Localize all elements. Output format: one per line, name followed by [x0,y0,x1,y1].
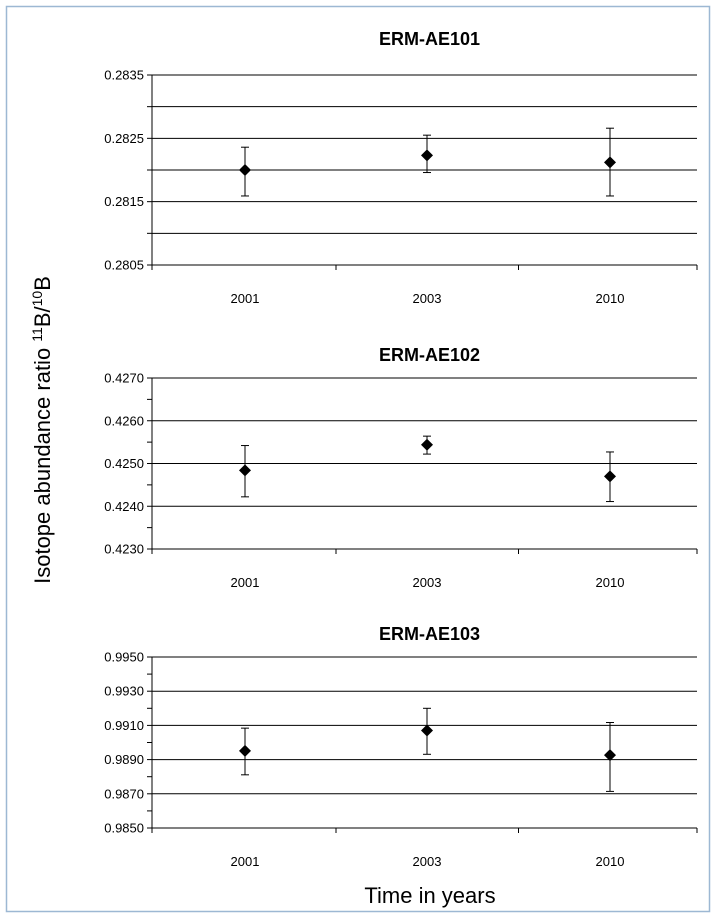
x-tick-label: 2010 [596,291,625,306]
data-point-2010 [604,749,616,762]
chart-title: ERM-AE101 [379,29,480,49]
x-tick-label: 2010 [596,575,625,590]
y-tick-label: 0.4260 [104,413,144,428]
data-point-2010 [604,156,616,169]
x-tick-label: 2001 [231,575,260,590]
x-tick-label: 2001 [231,291,260,306]
y-tick-label: 0.2805 [104,258,144,273]
y-tick-label: 0.9850 [104,821,144,836]
y-tick-label: 0.9950 [104,650,144,665]
y-tick-label: 0.2815 [104,194,144,209]
y-tick-label: 0.9870 [104,786,144,801]
data-point-2001 [239,164,251,176]
x-tick-label: 2010 [596,854,625,869]
chart-title: ERM-AE103 [379,624,480,644]
x-tick-label: 2003 [413,291,442,306]
chart-panel-3: ERM-AE103 0.9850 0.9870 0.9890 0.9910 0.9930 0… [104,624,698,869]
chart-title: ERM-AE102 [379,345,480,365]
x-axis-title: Time in years [364,883,495,908]
data-point-2010 [604,470,616,483]
y-axis-title: Isotope abundance ratio 11B/10B [29,276,55,584]
y-tick-label: 0.4250 [104,456,144,471]
y-tick-label: 0.4230 [104,542,144,557]
y-tick-label: 0.4270 [104,371,144,386]
chart-panels: ERM-AE101 0.2805 0.2815 0.2825 0.2835 2001 200… [104,29,698,869]
x-tick-label: 2003 [413,854,442,869]
chart-panel-1: ERM-AE101 0.2805 0.2815 0.2825 0.2835 2001 200… [104,29,698,306]
x-tick-label: 2003 [413,575,442,590]
data-point-2003 [421,724,433,737]
data-point-2003 [421,438,433,451]
y-tick-label: 0.9890 [104,752,144,767]
chart-panel-2: ERM-AE102 0.4230 0.4240 0.4250 0.4260 0.4270 2… [104,345,698,590]
y-tick-label: 0.4240 [104,499,144,514]
y-tick-label: 0.9910 [104,718,144,733]
data-point-2003 [421,149,433,162]
y-tick-label: 0.9930 [104,684,144,699]
x-tick-label: 2001 [231,854,260,869]
data-point-2001 [239,464,251,477]
data-point-2001 [239,744,251,757]
y-tick-label: 0.2825 [104,131,144,146]
y-tick-label: 0.2835 [104,68,144,83]
figure-frame [5,5,711,913]
